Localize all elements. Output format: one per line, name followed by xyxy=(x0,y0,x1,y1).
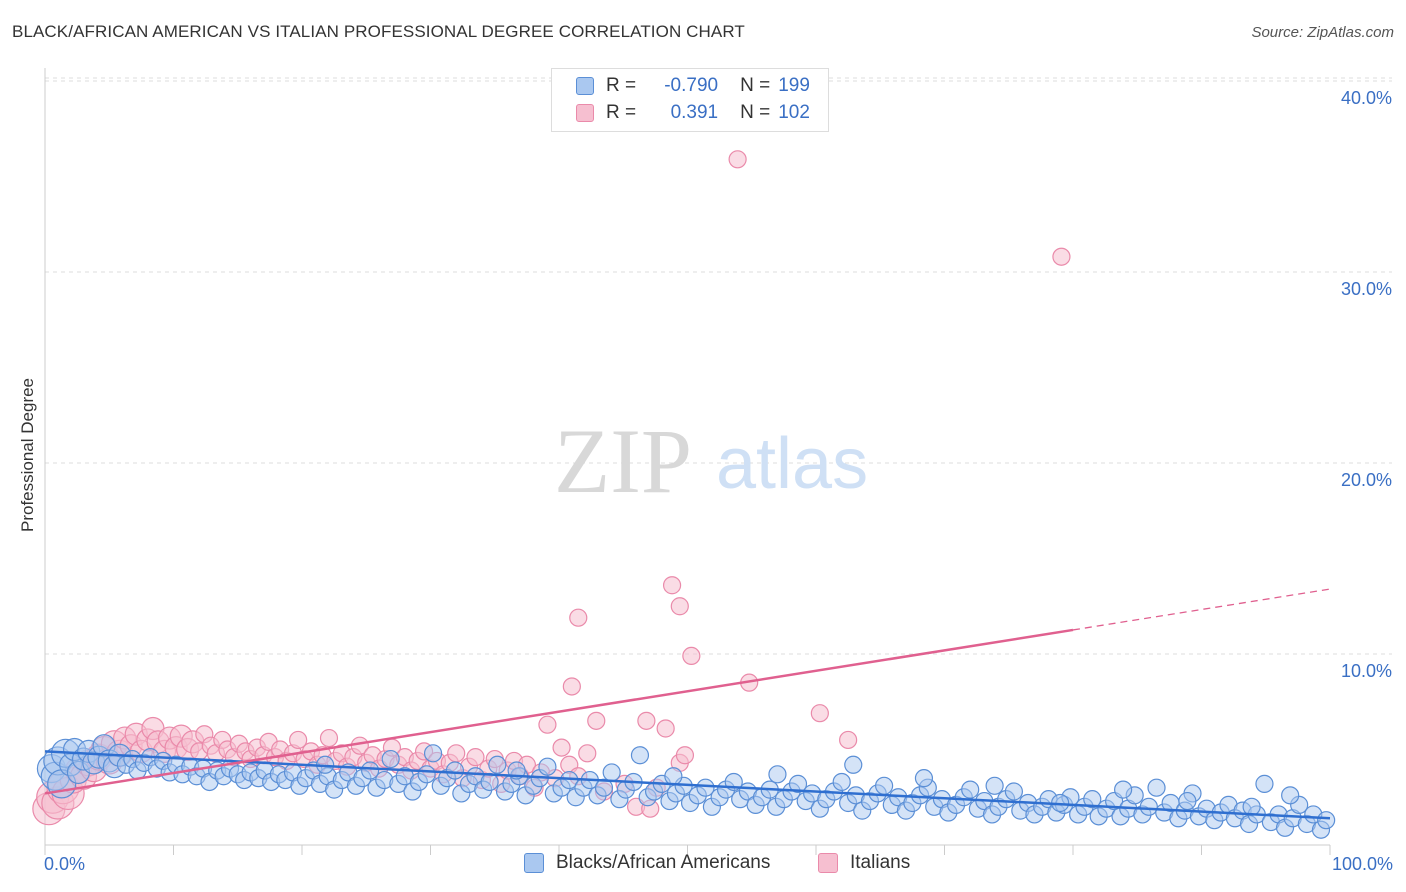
y-tick-label: 10.0% xyxy=(1341,661,1392,681)
legend-item-blacks[interactable]: Blacks/African Americans xyxy=(524,852,770,874)
pink-swatch xyxy=(576,104,594,122)
r-value: -0.790 xyxy=(664,75,719,96)
italians-point xyxy=(637,711,656,730)
italians-point xyxy=(562,677,581,696)
blacks-point xyxy=(1083,790,1102,809)
blacks-point xyxy=(1139,797,1158,816)
blacks-point xyxy=(1147,778,1166,797)
y-tick-label: 40.0% xyxy=(1341,88,1392,108)
italians-trend-extension xyxy=(1072,588,1331,631)
watermark-atlas: atlas xyxy=(716,424,868,504)
italians-point xyxy=(447,744,466,763)
blacks-point xyxy=(1004,782,1023,801)
y-tick-labels: 10.0% 20.0% 30.0% 40.0% xyxy=(1341,88,1392,681)
blacks-point xyxy=(1317,811,1336,830)
blue-swatch xyxy=(576,77,594,95)
blacks-point xyxy=(914,769,934,788)
grid-lines xyxy=(45,77,1392,655)
italians-points xyxy=(32,150,1071,826)
blacks-trend-line xyxy=(44,750,1331,820)
stats-legend: R = -0.790 N = 199 R = 0.391 N = 102 xyxy=(551,68,829,132)
blacks-point xyxy=(696,778,715,797)
blacks-point xyxy=(961,780,980,799)
blacks-point xyxy=(985,776,1004,795)
italians-point xyxy=(466,748,485,767)
italians-trend-line xyxy=(44,628,1074,795)
x-tick-labels: 0.0% 100.0% xyxy=(44,854,1393,874)
italians-point xyxy=(656,719,675,738)
blacks-point xyxy=(445,761,465,780)
italians-point xyxy=(587,711,606,730)
chart-title: BLACK/AFRICAN AMERICAN VS ITALIAN PROFES… xyxy=(12,22,745,41)
legend-row-blacks: R = -0.790 N = 199 xyxy=(576,73,810,99)
blacks-point xyxy=(630,746,650,765)
blue-swatch xyxy=(524,853,544,873)
trend-lines xyxy=(44,588,1331,820)
x-tick-label: 100.0% xyxy=(1332,854,1393,874)
blacks-point xyxy=(1178,791,1197,811)
n-label: N = xyxy=(740,75,771,96)
italians-point xyxy=(578,744,597,763)
legend-item-italians[interactable]: Italians xyxy=(818,852,910,874)
n-label: N = xyxy=(740,102,771,123)
legend-label: Italians xyxy=(850,852,911,873)
watermark-zip: ZIP xyxy=(554,410,692,512)
blacks-point xyxy=(1255,774,1274,793)
blacks-point xyxy=(488,755,507,774)
pink-swatch xyxy=(818,853,838,873)
blacks-point xyxy=(381,749,400,769)
watermark: ZIP atlas xyxy=(554,410,868,512)
italians-point xyxy=(1052,247,1071,266)
blacks-point xyxy=(423,744,443,763)
blacks-point xyxy=(361,761,380,780)
blacks-point xyxy=(417,765,436,784)
r-label: R = xyxy=(606,75,637,96)
n-value: 102 xyxy=(778,102,810,123)
x-tick-label: 0.0% xyxy=(44,854,85,874)
r-value: 0.391 xyxy=(670,102,719,123)
italians-point xyxy=(839,730,858,750)
blacks-point xyxy=(768,765,787,784)
italians-point xyxy=(289,730,308,750)
blacks-point xyxy=(594,778,614,797)
blacks-point xyxy=(875,776,894,795)
blacks-point xyxy=(538,757,557,776)
blacks-point xyxy=(1281,786,1300,805)
italians-point xyxy=(810,704,829,723)
y-tick-label: 30.0% xyxy=(1341,279,1392,299)
blacks-point xyxy=(1114,780,1133,799)
blacks-point xyxy=(664,767,683,786)
y-axis-label: Professional Degree xyxy=(18,378,37,532)
italians-point xyxy=(662,576,682,595)
n-value: 199 xyxy=(778,75,810,96)
italians-point xyxy=(569,608,588,627)
blacks-point xyxy=(832,772,851,792)
series-legend: Blacks/African Americans Italians xyxy=(0,852,1406,878)
italians-point xyxy=(552,738,571,757)
italians-point xyxy=(319,728,339,748)
italians-point xyxy=(675,746,695,765)
italians-point xyxy=(682,646,701,666)
blacks-point xyxy=(844,755,863,774)
y-tick-label: 20.0% xyxy=(1341,470,1392,490)
blacks-point xyxy=(788,774,808,793)
italians-point xyxy=(670,597,689,616)
source-label: Source: ZipAtlas.com xyxy=(1251,24,1394,41)
legend-row-italians: R = 0.391 N = 102 xyxy=(576,100,810,126)
legend-label: Blacks/African Americans xyxy=(556,852,771,873)
axes xyxy=(44,68,1331,855)
italians-point xyxy=(538,715,557,734)
blacks-point xyxy=(602,763,621,782)
r-label: R = xyxy=(606,102,637,123)
italians-point xyxy=(728,150,747,169)
